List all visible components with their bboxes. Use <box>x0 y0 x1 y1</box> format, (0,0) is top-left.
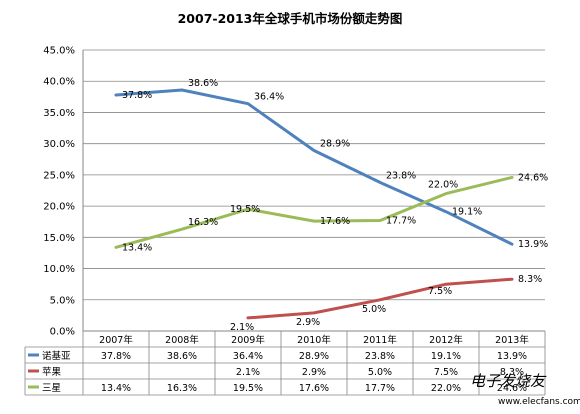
axes <box>82 50 545 332</box>
y-tick-label: 0.0% <box>50 327 75 338</box>
series-line-0 <box>114 88 514 246</box>
data-label: 5.0% <box>362 304 386 315</box>
table-cell: 8.3% <box>500 367 524 378</box>
series-lines <box>114 88 514 320</box>
data-label: 7.5% <box>428 286 452 297</box>
x-tick-label: 2008年 <box>165 334 199 346</box>
watermark: 电子发烧友 www.elecfans.com <box>470 372 580 407</box>
table-cell: 19.5% <box>233 383 263 394</box>
watermark-url: www.elecfans.com <box>498 397 580 407</box>
data-label: 36.4% <box>254 92 284 103</box>
data-label: 13.9% <box>518 239 548 250</box>
data-labels: 37.8% 38.6% 36.4% 28.9% 23.8% 19.1% 13.9% 2.1% 2… <box>122 78 548 333</box>
y-tick-label: 45.0% <box>43 46 75 57</box>
y-tick-label: 25.0% <box>43 170 75 181</box>
y-tick-label: 40.0% <box>43 77 75 88</box>
table-cell: 36.4% <box>233 351 263 362</box>
y-tick-label: 30.0% <box>43 139 75 150</box>
y-tick-label: 10.0% <box>43 264 75 275</box>
x-tick-label: 2007年 <box>99 334 133 346</box>
data-label: 2.9% <box>296 317 320 328</box>
data-label: 8.3% <box>518 274 542 285</box>
table-cell: 23.8% <box>365 351 395 362</box>
table-cell: 2.9% <box>302 367 326 378</box>
data-label: 13.4% <box>122 242 152 253</box>
y-tick-label: 15.0% <box>43 233 75 244</box>
table-cell: 19.1% <box>431 351 461 362</box>
chart-title: 2007-2013年全球手机市场份额走势图 <box>178 11 403 26</box>
x-tick-label: 2010年 <box>297 334 331 346</box>
legend-label: 三星 <box>42 383 61 394</box>
data-label: 24.6% <box>518 172 548 183</box>
watermark-text: 电子发烧友 <box>470 372 547 390</box>
table-cell: 37.8% <box>101 351 131 362</box>
y-tick-label: 20.0% <box>43 202 75 213</box>
data-label: 17.7% <box>386 215 416 226</box>
data-label: 28.9% <box>320 139 350 150</box>
series-line-1 <box>246 277 514 320</box>
table-cell: 22.0% <box>431 383 461 394</box>
table-cell: 24.6% <box>497 383 527 394</box>
table-cell: 16.3% <box>167 383 197 394</box>
x-tick-label: 2009年 <box>231 334 265 346</box>
legend-label: 诺基亚 <box>42 350 71 362</box>
data-label: 37.8% <box>122 90 152 101</box>
table-cell: 5.0% <box>368 367 392 378</box>
x-tick-label: 2012年 <box>429 334 463 346</box>
data-label: 23.8% <box>386 170 416 181</box>
y-tick-label: 35.0% <box>43 108 75 119</box>
table-cell: 13.4% <box>101 383 131 394</box>
table-cell: 13.9% <box>497 351 527 362</box>
data-label: 22.0% <box>428 180 458 191</box>
table-cell: 17.7% <box>365 383 395 394</box>
data-label: 38.6% <box>188 78 218 89</box>
legend-label: 苹果 <box>42 366 62 378</box>
series-line-2 <box>114 175 514 249</box>
y-axis-tick-labels: 0.0% 5.0% 10.0% 15.0% 20.0% 25.0% 30.0% 35.0% 40… <box>43 46 75 338</box>
x-tick-label: 2011年 <box>363 334 397 346</box>
table-cell: 38.6% <box>167 351 197 362</box>
table-cell: 7.5% <box>434 367 458 378</box>
y-tick-label: 5.0% <box>50 295 75 306</box>
table-cell: 2.1% <box>236 367 260 378</box>
table-cell: 17.6% <box>299 383 329 394</box>
data-label: 19.5% <box>230 204 260 215</box>
x-tick-label: 2013年 <box>495 334 529 346</box>
data-label: 2.1% <box>230 322 254 333</box>
data-label: 16.3% <box>188 217 218 228</box>
data-label: 19.1% <box>452 207 482 218</box>
data-label: 17.6% <box>320 216 350 227</box>
gridlines <box>83 49 545 301</box>
table-cell: 28.9% <box>299 351 329 362</box>
